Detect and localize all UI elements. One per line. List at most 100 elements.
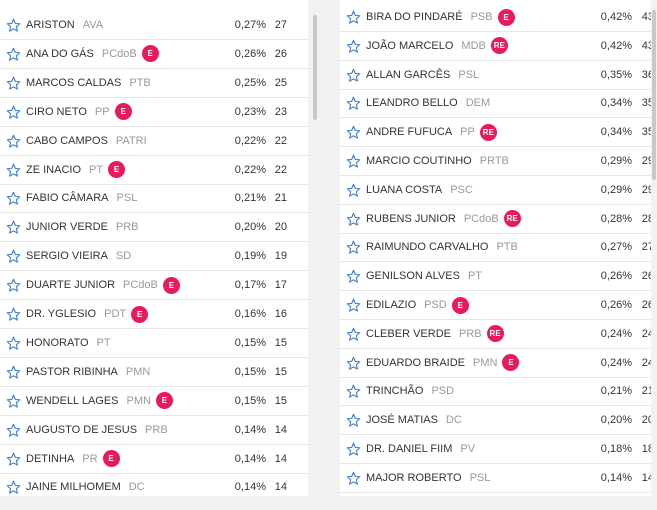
party: PMN	[473, 356, 498, 369]
favorite-star[interactable]	[346, 413, 361, 428]
party: PTB	[129, 76, 151, 89]
vote-count: 19	[274, 250, 287, 263]
vote-count: 20	[274, 221, 287, 234]
favorite-star[interactable]	[346, 327, 361, 342]
status-badge: E	[451, 296, 469, 314]
favorite-star[interactable]	[346, 183, 361, 198]
candidate-name: ANA DO GÁS	[26, 47, 94, 60]
favorite-star[interactable]	[346, 442, 361, 457]
scrollbar[interactable]	[652, 10, 656, 180]
candidate-row: EDILAZIO PSD E 0,26% 26	[340, 291, 651, 320]
favorite-star[interactable]	[6, 365, 21, 380]
candidate-cell: BIRA DO PINDARÉ PSB E	[366, 3, 515, 31]
favorite-star[interactable]	[346, 356, 361, 371]
candidate-row: ZE INACIO PT E 0,22% 22	[0, 156, 308, 185]
candidate-row: HONORATO PT 0,15% 15	[0, 329, 308, 358]
candidate-cell: SERGIO VIEIRA SD	[26, 242, 131, 270]
candidate-row: JUNIOR VERDE PRB 0,20% 20	[0, 213, 308, 243]
favorite-star[interactable]	[6, 191, 21, 206]
favorite-star[interactable]	[346, 384, 361, 399]
vote-percent: 0,20%	[234, 221, 266, 234]
favorite-star[interactable]	[346, 471, 361, 486]
favorite-star[interactable]	[6, 220, 21, 235]
candidate-cell: LUANA COSTA PSC	[366, 176, 473, 204]
candidate-cell: CLEBER VERDE PRB RE	[366, 320, 504, 348]
candidate-name: CIRO NETO	[26, 105, 87, 118]
candidate-name: MARCIO COUTINHO	[366, 155, 472, 167]
party: PSD	[424, 299, 447, 311]
vote-count: 35	[641, 97, 651, 110]
status-badge: E	[114, 103, 132, 121]
results-column: BIRA DO PINDARÉ PSB E 0,42% 43 JOÃO MARCELO MD…	[340, 0, 651, 496]
vote-count: 23	[274, 105, 287, 118]
party: PSL	[458, 68, 480, 81]
scrollbar[interactable]	[313, 15, 317, 120]
vote-count: 14	[274, 481, 287, 494]
favorite-star[interactable]	[346, 39, 361, 54]
candidate-cell: JOSÉ MATIAS DC	[366, 406, 462, 434]
vote-percent: 0,34%	[600, 126, 632, 139]
party: AVA	[82, 19, 104, 31]
favorite-star[interactable]	[346, 10, 361, 25]
candidate-row: DR. DANIEL FIIM PV 0,18% 18	[340, 435, 651, 464]
favorite-star[interactable]	[346, 240, 361, 255]
candidate-row: CLEBER VERDE PRB RE 0,24% 24	[340, 320, 651, 349]
party: DC	[445, 414, 462, 427]
favorite-star[interactable]	[6, 423, 21, 438]
candidate-row: JOSÉ MATIAS DC 0,20% 20	[340, 406, 651, 436]
vote-count: 36	[641, 68, 651, 81]
vote-count: 28	[641, 212, 651, 225]
vote-percent: 0,26%	[600, 270, 632, 283]
favorite-star[interactable]	[6, 480, 21, 495]
candidate-row: ANA DO GÁS PCdoB E 0,26% 26	[0, 40, 308, 69]
vote-percent: 0,19%	[234, 250, 266, 263]
candidate-name: LUANA COSTA	[366, 183, 443, 196]
favorite-star[interactable]	[346, 68, 361, 83]
vote-count: 22	[274, 134, 287, 147]
candidate-cell: HONORATO PT	[26, 329, 111, 357]
favorite-star[interactable]	[6, 18, 21, 33]
vote-percent: 0,25%	[234, 76, 266, 89]
candidate-cell: EDUARDO BRAIDE PMN E	[366, 349, 520, 377]
favorite-star[interactable]	[6, 76, 21, 91]
candidate-cell: RAIMUNDO CARVALHO PTB	[366, 233, 518, 261]
favorite-star[interactable]	[6, 278, 21, 293]
vote-count: 25	[274, 76, 287, 89]
vote-percent: 0,14%	[234, 423, 266, 436]
favorite-star[interactable]	[6, 105, 21, 120]
vote-count: 18	[641, 443, 651, 455]
favorite-star[interactable]	[346, 125, 361, 140]
vote-count: 22	[274, 163, 287, 176]
vote-count: 35	[641, 126, 651, 139]
favorite-star[interactable]	[346, 96, 361, 111]
favorite-star[interactable]	[6, 47, 21, 62]
party: PSD	[431, 385, 455, 398]
candidate-cell: DETINHA PR E	[26, 445, 120, 473]
status-badge: E	[102, 450, 120, 468]
candidate-cell: DR. DANIEL FIIM PV	[366, 435, 475, 463]
candidate-row: PASTOR RIBINHA PMN 0,15% 15	[0, 358, 308, 387]
status-badge: E	[502, 354, 520, 372]
candidate-row: ALLAN GARCÊS PSL 0,35% 36	[340, 61, 651, 90]
favorite-star[interactable]	[6, 134, 21, 149]
favorite-star[interactable]	[6, 307, 21, 322]
vote-count: 14	[274, 452, 287, 465]
vote-percent: 0,42%	[600, 39, 632, 52]
vote-count: 43	[641, 11, 651, 23]
favorite-star[interactable]	[346, 154, 361, 169]
party: PRTB	[479, 155, 509, 167]
favorite-star[interactable]	[6, 163, 21, 178]
candidate-cell: DR. YGLESIO PDT E	[26, 300, 149, 328]
party: PSB	[470, 11, 493, 23]
favorite-star[interactable]	[346, 269, 361, 284]
favorite-star[interactable]	[6, 249, 21, 264]
vote-percent: 0,27%	[234, 19, 266, 31]
favorite-star[interactable]	[346, 212, 361, 227]
candidate-name: BIRA DO PINDARÉ	[366, 11, 463, 23]
favorite-star[interactable]	[346, 298, 361, 313]
favorite-star[interactable]	[6, 452, 21, 467]
favorite-star[interactable]	[6, 336, 21, 351]
favorite-star[interactable]	[6, 394, 21, 409]
candidate-cell: ZE INACIO PT E	[26, 156, 126, 184]
